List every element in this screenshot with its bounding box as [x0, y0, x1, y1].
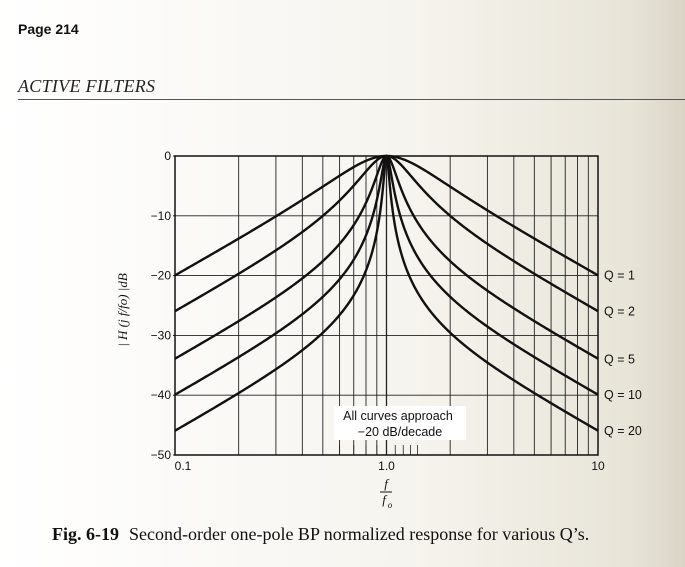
- x-axis-label: f f o: [380, 476, 393, 510]
- figure-caption-text: Second-order one-pole BP normalized resp…: [129, 524, 590, 544]
- grid-lines: [175, 156, 598, 455]
- series-label: Q = 1: [604, 269, 635, 283]
- response-curves: [174, 154, 599, 432]
- annotation-line-2: −20 dB/decade: [358, 425, 442, 439]
- y-tick-label: −40: [151, 388, 172, 402]
- series-label: Q = 2: [604, 304, 635, 318]
- x-axis-label-numerator: f: [384, 476, 390, 491]
- y-tick-label: −20: [151, 269, 172, 283]
- y-tick-label: −50: [151, 448, 172, 462]
- figure-caption: Fig. 6-19 Second-order one-pole BP normal…: [52, 524, 682, 545]
- x-axis-label-denominator-sub: o: [388, 500, 393, 510]
- y-tick-label: −10: [151, 209, 172, 223]
- figure-label: Fig. 6-19: [52, 524, 119, 544]
- series-label: Q = 5: [604, 352, 635, 366]
- series-label: Q = 20: [604, 424, 642, 438]
- y-tick-label: 0: [164, 149, 171, 163]
- annotation-backdrop: [334, 406, 466, 440]
- header-rule: [18, 99, 685, 100]
- x-tick-label: 0.1: [175, 459, 192, 473]
- x-axis-label-denominator: f: [382, 492, 388, 507]
- annotation-line-1: All curves approach: [343, 409, 453, 423]
- page-number: Page 214: [18, 21, 79, 37]
- y-tick-labels: 0 −10 −20 −30 −40 −50: [151, 149, 175, 462]
- y-tick-label: −30: [151, 328, 172, 342]
- curve-q20: [174, 154, 599, 432]
- series-labels: Q = 1 Q = 2 Q = 5 Q = 10 Q = 20: [604, 269, 642, 438]
- running-head: ACTIVE FILTERS: [18, 76, 156, 96]
- x-tick-labels: 0.1 1.0 10: [175, 459, 605, 473]
- y-axis-label: | H (j f/fo) |dB: [115, 273, 130, 347]
- series-label: Q = 10: [604, 388, 642, 402]
- x-tick-label: 1.0: [378, 459, 395, 473]
- x-tick-label: 10: [591, 459, 605, 473]
